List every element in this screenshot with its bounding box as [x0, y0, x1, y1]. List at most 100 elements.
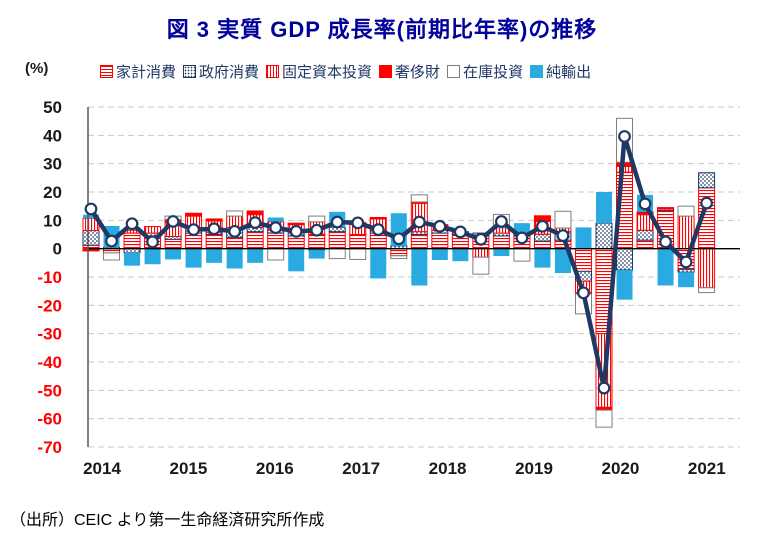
bar-segment-nx	[596, 192, 612, 224]
line-marker	[166, 215, 180, 228]
bar-segment-inv	[328, 248, 346, 260]
line-marker	[618, 130, 631, 143]
government-consumption-swatch-icon	[183, 65, 197, 78]
line-marker	[433, 219, 447, 233]
bar-segment-nx	[534, 248, 551, 268]
y-axis-tick-label: -30	[37, 325, 62, 344]
y-axis-unit-label: (%)	[25, 60, 49, 77]
x-axis-labels: 2014 2015 2016 2017 2018 2019 2020 2021	[83, 459, 726, 478]
bar-segment-hh	[431, 232, 449, 250]
line-marker	[536, 219, 549, 233]
bar-segment-hh	[636, 239, 654, 250]
bar-segment-inv	[410, 194, 428, 203]
bar-segment-nx	[411, 248, 428, 286]
x-axis-year-label: 2017	[342, 459, 380, 478]
bar-segment-nx	[513, 223, 530, 235]
bar-segment-hh	[123, 232, 141, 250]
bar-segment-nx	[185, 248, 202, 268]
legend-label: 政府消費	[199, 64, 260, 81]
y-axis-tick-label: -70	[37, 438, 62, 457]
line-marker	[248, 216, 262, 230]
bar-segment-hh	[410, 234, 428, 250]
legend-item-luxury-goods: 奢侈財	[379, 61, 440, 82]
line-marker	[105, 234, 118, 248]
stacked-bars	[82, 117, 716, 428]
legend-label: 在庫投資	[463, 64, 524, 81]
line-marker	[269, 221, 283, 235]
y-axis-tick-label: 20	[43, 183, 62, 202]
legend-item-government-consumption: 政府消費	[183, 61, 259, 82]
bar-segment-nx	[124, 252, 141, 266]
bar-segment-gov	[82, 230, 100, 246]
bar-segment-nx	[657, 248, 674, 286]
bar-segment-inv	[103, 252, 121, 261]
inventory-investment-swatch-icon	[447, 65, 461, 78]
bar-segment-inv	[472, 256, 490, 275]
bar-segment-lux	[205, 218, 223, 222]
bar-segment-inv	[595, 409, 613, 428]
y-axis-tick-label: -60	[37, 410, 62, 429]
luxury-goods-swatch-icon	[379, 65, 393, 78]
bar-segment-gov	[616, 248, 634, 271]
bar-segment-inv	[513, 248, 531, 262]
line-marker	[679, 255, 693, 269]
bar-segment-hh	[164, 238, 182, 250]
bar-segment-hh	[390, 248, 408, 257]
line-marker	[207, 222, 221, 236]
bar-segment-nx	[83, 214, 99, 219]
bar-segment-hh	[205, 234, 223, 250]
bar-segment-inv	[698, 287, 716, 294]
y-axis-tick-label: 30	[43, 155, 62, 174]
bar-segment-hh	[533, 240, 551, 250]
line-marker	[330, 215, 344, 229]
bar-segment-fix	[616, 166, 634, 173]
bar-segment-nx	[554, 248, 571, 274]
legend-item-inventory-investment: 在庫投資	[447, 61, 523, 82]
legend-label: 固定資本投資	[282, 64, 373, 81]
gdp-growth-line	[88, 134, 709, 391]
line-marker	[638, 197, 652, 211]
fixed-capital-investment-swatch-icon	[266, 65, 280, 78]
x-axis-year-label: 2018	[429, 459, 467, 478]
line-marker	[453, 225, 467, 239]
bar-segment-lux	[287, 222, 305, 226]
net-exports-swatch-icon	[530, 65, 544, 78]
line-marker	[351, 216, 365, 230]
bar-segment-inv	[308, 215, 326, 223]
line-marker	[495, 215, 508, 228]
y-axis-tick-label: -20	[37, 296, 62, 315]
bar-segment-nx	[452, 248, 469, 262]
x-axis-year-label: 2021	[688, 459, 726, 478]
x-axis-year-label: 2016	[256, 459, 294, 478]
line-marker	[125, 217, 139, 231]
y-axis-tick-label: 0	[53, 240, 62, 259]
bar-segment-hh	[226, 236, 244, 250]
household-consumption-swatch-icon	[100, 65, 113, 78]
bar-segment-lux	[185, 212, 203, 217]
line-marker	[187, 223, 201, 237]
bar-segment-hh	[349, 234, 367, 250]
line-marker	[412, 215, 426, 229]
legend-label: 純輸出	[546, 64, 592, 81]
bar-segment-nx	[308, 250, 325, 259]
bar-segment-lux	[369, 217, 387, 220]
y-axis-tick-label: -40	[37, 353, 62, 372]
x-axis-year-label: 2015	[169, 459, 207, 478]
bar-segment-hh	[267, 232, 285, 250]
bar-segment-nx	[493, 248, 510, 257]
x-axis-year-label: 2014	[83, 459, 121, 478]
legend-item-fixed-capital-investment: 固定資本投資	[266, 61, 372, 82]
bar-segment-inv	[349, 248, 367, 260]
source-note: （出所）CEIC より第一生命経済研究所作成	[10, 512, 325, 529]
bar-segment-gov	[636, 229, 654, 241]
line-marker	[700, 196, 713, 210]
line-marker	[556, 229, 570, 243]
bar-segment-fix	[698, 248, 716, 289]
bar-segment-hh	[287, 235, 305, 250]
bar-segment-gov	[595, 222, 613, 250]
bar-segment-lux	[657, 207, 675, 210]
line-marker	[84, 202, 98, 216]
bar-segment-hh	[328, 231, 346, 250]
bar-segment-nx	[370, 248, 387, 279]
